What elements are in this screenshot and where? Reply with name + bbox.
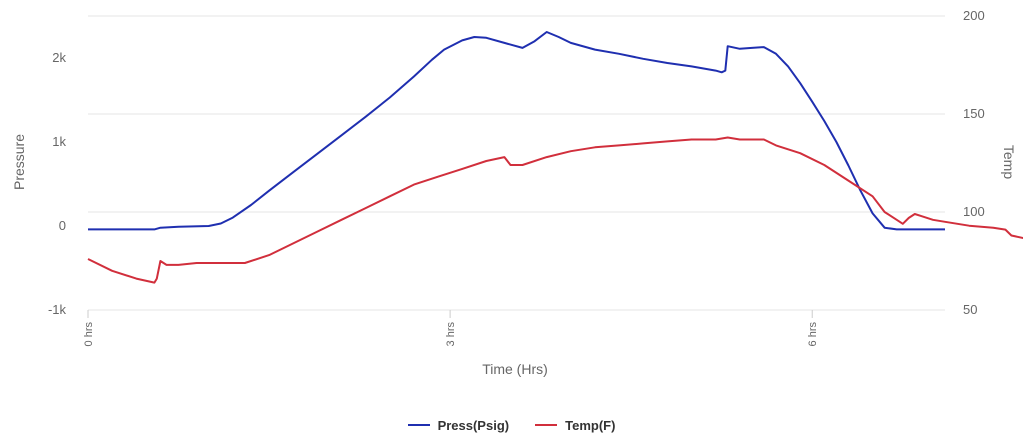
legend-swatch-temperature	[535, 424, 558, 426]
y-axis-right: 50 100 150 200	[963, 8, 985, 317]
legend-label-temperature: Temp(F)	[565, 417, 616, 433]
legend-label-pressure: Press(Psig)	[437, 417, 510, 433]
x-axis-title: Time (Hrs)	[482, 361, 548, 377]
legend: Press(Psig) Temp(F)	[0, 410, 1023, 440]
x-tick-label: 6 hrs	[807, 322, 819, 347]
x-tick-label: 3 hrs	[445, 322, 457, 347]
gridlines	[88, 15, 945, 311]
y-axis-left-title: Pressure	[11, 134, 27, 190]
y-right-tick-label: 200	[963, 8, 985, 23]
x-tick-label: 0 hrs	[83, 322, 95, 347]
y-left-tick-label: 0	[59, 218, 66, 233]
series-line-temperature	[87, 136, 1023, 284]
y-axis-left: -1k 0 1k 2k	[48, 50, 67, 317]
y-right-tick-label: 100	[963, 204, 985, 219]
series-lines	[87, 31, 1023, 284]
y-right-tick-label: 150	[963, 106, 985, 121]
y-left-tick-label: 1k	[52, 134, 66, 149]
y-right-tick-label: 50	[963, 302, 977, 317]
y-axis-right-title: Temp	[1001, 145, 1017, 179]
legend-item-pressure[interactable]: Press(Psig)	[407, 417, 510, 433]
series-line-pressure	[88, 31, 945, 231]
legend-swatch-pressure	[407, 424, 430, 426]
legend-item-temperature[interactable]: Temp(F)	[535, 418, 615, 433]
y-left-tick-label: 2k	[52, 50, 66, 65]
y-left-tick-label: -1k	[48, 302, 67, 317]
x-axis: 0 hrs 3 hrs 6 hrs	[83, 310, 819, 346]
